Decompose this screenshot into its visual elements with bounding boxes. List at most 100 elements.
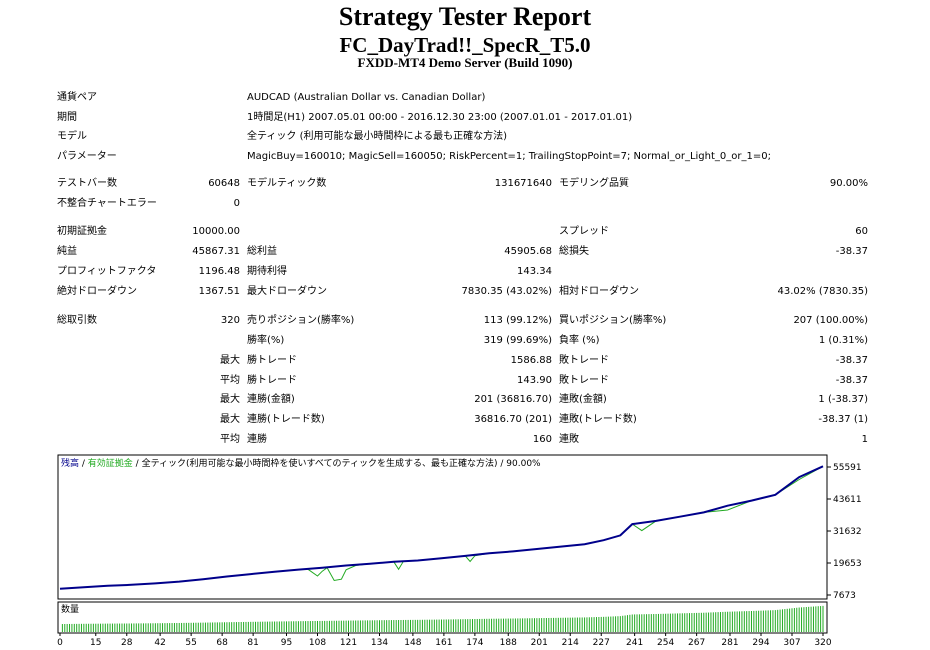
largest-win-value: 1586.88 xyxy=(510,355,552,366)
largest-win-label: 勝トレード xyxy=(247,355,297,366)
total-trades-label: 総取引数 xyxy=(57,315,97,326)
x-tick-label: 121 xyxy=(340,638,357,648)
x-tick-label: 68 xyxy=(216,638,228,648)
main-plot-frame xyxy=(57,454,828,600)
report-title: Strategy Tester Report xyxy=(338,2,592,31)
avg-cons-wins-value: 160 xyxy=(532,434,552,445)
x-tick-label: 95 xyxy=(281,638,292,648)
largest-loss-value: -38.37 xyxy=(835,355,868,366)
volume-plot-frame xyxy=(57,601,828,634)
maximum-label: 最大 xyxy=(220,394,240,405)
x-tick-label: 201 xyxy=(531,638,548,648)
loss-rate-value: 1 (0.31%) xyxy=(818,335,868,346)
x-tick-label: 148 xyxy=(404,638,421,648)
model-label: モデル xyxy=(57,131,87,142)
legend-balance: 残高 xyxy=(61,457,79,469)
model-value: 全ティック (利用可能な最小時間枠による最も正確な方法) xyxy=(247,131,508,142)
y-tick-label: 43611 xyxy=(833,495,862,505)
win-rate-value: 319 (99.69%) xyxy=(483,335,552,346)
server-name: FXDD-MT4 Demo Server (Build 1090) xyxy=(357,55,573,70)
spread-label: スプレッド xyxy=(559,226,609,237)
long-positions-label: 買いポジション(勝率%) xyxy=(559,315,667,326)
ticks-label: モデルティック数 xyxy=(247,178,327,189)
avg-win-value: 143.90 xyxy=(517,375,552,386)
x-tick-label: 227 xyxy=(593,638,610,648)
avg-win-label: 勝トレード xyxy=(247,375,297,386)
period-label: 期間 xyxy=(57,112,77,123)
params-label: パラメーター xyxy=(57,151,117,162)
y-tick-label: 55591 xyxy=(833,463,862,473)
rel-drawdown-value: 43.02% (7830.35) xyxy=(777,286,868,297)
x-tick-label: 161 xyxy=(435,638,452,648)
x-tick-label: 174 xyxy=(466,638,483,648)
cons-profit-value: 36816.70 (201) xyxy=(474,414,552,425)
balance-chart: 55591 43611 31632 19653 7673 0 15 28 42 55 68 81 95… xyxy=(57,454,862,648)
avg-cons-wins-label: 連勝 xyxy=(247,434,267,445)
params-value: MagicBuy=160010; MagicSell=160050; RiskP… xyxy=(247,151,771,162)
win-rate-label: 勝率(%) xyxy=(247,335,285,346)
maximal-label: 最大 xyxy=(220,414,240,425)
expert-name: FC_DayTrad!!_SpecR_T5.0 xyxy=(339,33,591,57)
deposit-value: 10000.00 xyxy=(192,226,240,237)
x-tick-label: 108 xyxy=(309,638,326,648)
gross-profit-value: 45905.68 xyxy=(504,246,552,257)
x-tick-label: 267 xyxy=(688,638,705,648)
y-tick-label: 7673 xyxy=(833,591,856,601)
x-tick-label: 294 xyxy=(752,638,769,648)
long-positions-value: 207 (100.00%) xyxy=(793,315,868,326)
y-axis-ticks: 55591 43611 31632 19653 7673 xyxy=(827,463,862,601)
x-tick-label: 81 xyxy=(247,638,258,648)
mismatch-label: 不整合チャートエラー xyxy=(57,198,157,209)
period-value: 1時間足(H1) 2007.05.01 00:00 - 2016.12.30 2… xyxy=(247,112,633,123)
avg-cons-loss-value: 1 xyxy=(861,434,868,445)
cons-profit-label: 連勝(トレード数) xyxy=(247,414,325,425)
max-drawdown-value: 7830.35 (43.02%) xyxy=(461,286,552,297)
x-tick-label: 254 xyxy=(657,638,674,648)
cons-wins-money-value: 201 (36816.70) xyxy=(474,394,552,405)
cons-loss-money-value: 1 (-38.37) xyxy=(818,394,868,405)
quality-value: 90.00% xyxy=(829,178,868,189)
legend-sep-1: / xyxy=(79,459,88,469)
x-tick-label: 320 xyxy=(814,638,831,648)
spread-value: 60 xyxy=(855,226,868,237)
symbol-label: 通貨ペア xyxy=(57,92,97,103)
profit-factor-value: 1196.48 xyxy=(198,266,240,277)
largest-loss-label: 敗トレード xyxy=(559,355,609,366)
short-positions-label: 売りポジション(勝率%) xyxy=(247,315,355,326)
mismatch-value: 0 xyxy=(233,198,240,209)
balance-line xyxy=(59,465,824,590)
x-tick-label: 42 xyxy=(154,638,165,648)
net-profit-label: 純益 xyxy=(57,246,77,257)
symbol-value: AUDCAD (Australian Dollar vs. Canadian D… xyxy=(247,92,486,103)
abs-drawdown-value: 1367.51 xyxy=(198,286,240,297)
x-tick-label: 0 xyxy=(57,638,63,648)
expected-payoff-label: 期待利得 xyxy=(247,266,287,277)
legend-equity: 有効証拠金 xyxy=(88,457,133,469)
x-tick-label: 134 xyxy=(371,638,388,648)
expected-payoff-value: 143.34 xyxy=(517,266,552,277)
legend-sep-3: / xyxy=(498,459,507,469)
x-axis-ticks: 0 15 28 42 55 68 81 95 108 121 134 148 161 174 188 201 2… xyxy=(57,633,832,648)
x-tick-label: 241 xyxy=(626,638,643,648)
abs-drawdown-label: 絶対ドローダウン xyxy=(57,286,137,297)
x-tick-label: 307 xyxy=(783,638,800,648)
chart-legend: 残高 / 有効証拠金 / 全ティック(利用可能な最小時間枠を使いすべてのティック… xyxy=(61,457,541,469)
quality-label: モデリング品質 xyxy=(559,178,629,189)
ticks-value: 131671640 xyxy=(494,178,552,189)
cons-loss-count-value: -38.37 (1) xyxy=(818,414,868,425)
avg-loss-value: -38.37 xyxy=(835,375,868,386)
legend-model: 全ティック(利用可能な最小時間枠を使いすべてのティックを生成する、最も正確な方法… xyxy=(142,457,498,469)
y-tick-label: 19653 xyxy=(833,559,862,569)
x-tick-label: 28 xyxy=(121,638,133,648)
total-trades-value: 320 xyxy=(220,315,240,326)
cons-wins-money-label: 連勝(金額) xyxy=(247,394,295,405)
y-tick-label: 31632 xyxy=(833,527,862,537)
short-positions-value: 113 (99.12%) xyxy=(483,315,552,326)
avg-loss-label: 敗トレード xyxy=(559,375,609,386)
x-tick-label: 214 xyxy=(562,638,579,648)
legend-quality: 90.00% xyxy=(506,459,541,469)
deposit-label: 初期証拠金 xyxy=(57,226,107,237)
x-tick-label: 55 xyxy=(185,638,196,648)
x-tick-label: 188 xyxy=(500,638,517,648)
bars-value: 60648 xyxy=(208,178,240,189)
